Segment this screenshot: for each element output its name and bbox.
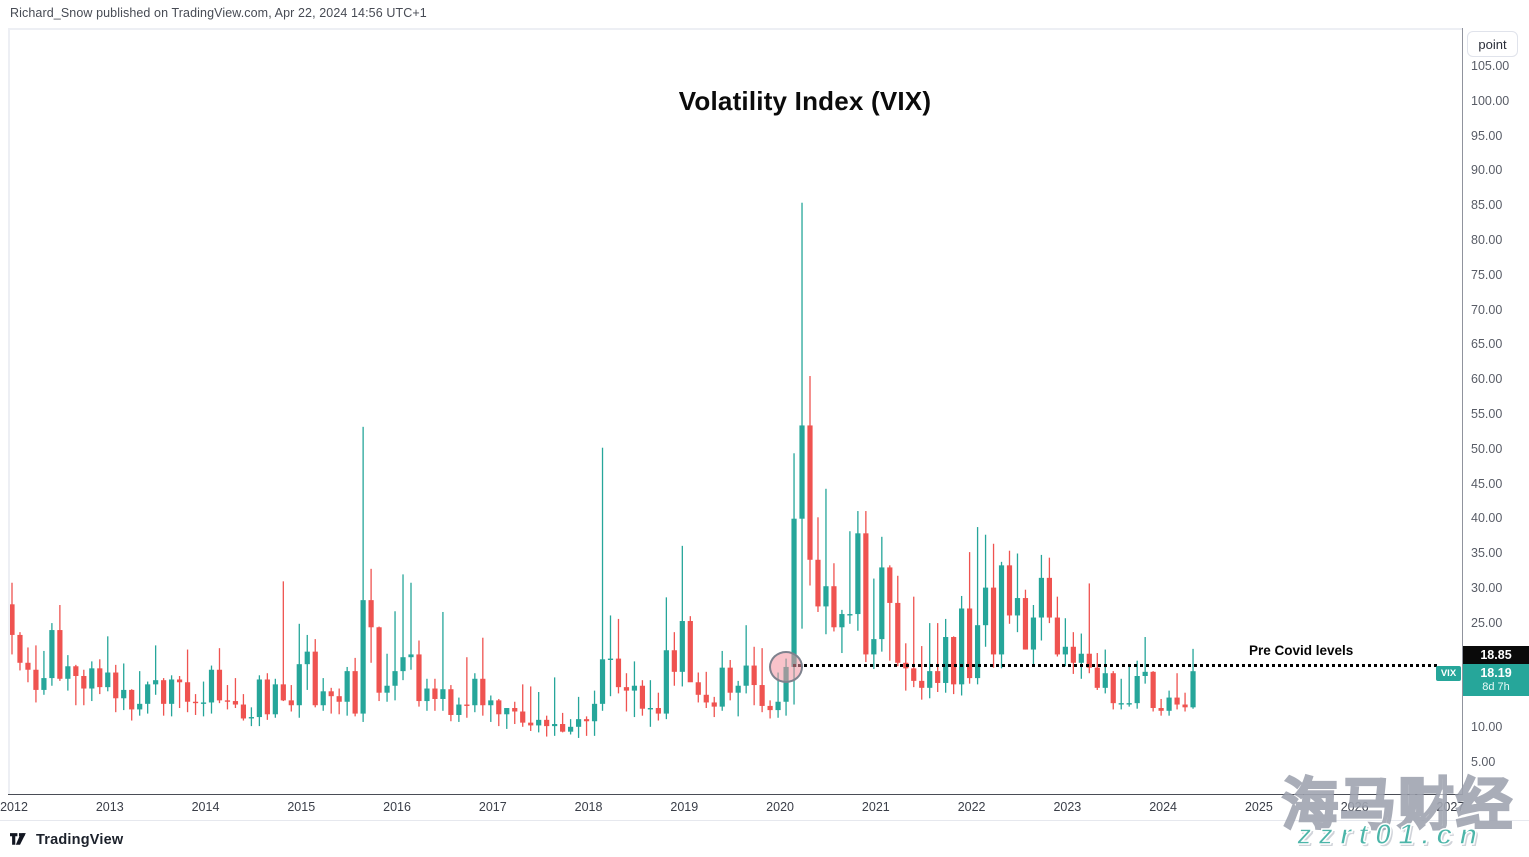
x-axis-tick-label: 2016 <box>383 800 411 814</box>
y-axis-tick-label: 100.00 <box>1471 93 1510 108</box>
y-axis-tick-label: 95.00 <box>1471 128 1503 143</box>
y-axis-tick-label: 30.00 <box>1471 581 1503 595</box>
pre-covid-dotted-line[interactable] <box>793 664 1437 667</box>
circle-highlight-annotation[interactable] <box>769 651 803 683</box>
y-axis-tick-label: 75.00 <box>1471 267 1503 282</box>
pre-covid-annotation-label: Pre Covid levels <box>1249 643 1354 658</box>
x-axis-tick-label: 2021 <box>861 800 890 814</box>
y-axis-tick-label: 60.00 <box>1471 372 1503 387</box>
x-axis-tick-label: 2012 <box>0 800 28 814</box>
attribution-text: Richard_Snow published on TradingView.co… <box>10 6 427 20</box>
tradingview-logo-icon <box>10 832 26 845</box>
watermark-chinese-text: 海马财经 <box>1281 772 1514 838</box>
x-axis-tick-label: 2020 <box>766 800 794 814</box>
price-axis-separator <box>1462 28 1463 820</box>
x-axis-tick-label: 2022 <box>957 800 986 814</box>
chart-title: Volatility Index (VIX) <box>678 86 932 116</box>
x-axis-tick-label: 2027 <box>1436 800 1465 814</box>
y-axis-tick-label: 35.00 <box>1471 546 1503 561</box>
y-axis-tick-label: 85.00 <box>1471 198 1503 213</box>
x-axis-tick-label: 2026 <box>1340 800 1369 814</box>
y-axis-tick-label: 50.00 <box>1471 441 1503 456</box>
time-axis-bottom-line <box>0 820 1529 821</box>
y-axis-tick-label: 105.00 <box>1471 59 1510 73</box>
time-axis-separator <box>8 794 1529 795</box>
x-axis-tick-label: 2019 <box>670 800 699 814</box>
x-axis-tick-label: 2023 <box>1053 800 1082 814</box>
y-axis-tick-label: 5.00 <box>1471 755 1496 769</box>
footer-branding[interactable]: TradingView <box>10 830 123 850</box>
price-axis[interactable]: 105.00 100.00 95.00 90.00 85.00 80.00 75.00 70.… <box>1463 28 1529 795</box>
chart-border-left <box>8 28 10 795</box>
price-unit-button[interactable]: point <box>1467 31 1518 57</box>
tradingview-logo-text: TradingView <box>36 832 124 848</box>
time-axis[interactable]: 2012 2013 2014 2015 2016 2017 2018 2019 2020 2021… <box>0 795 1529 820</box>
last-price-label: 18.19 8d 7h <box>1463 664 1529 696</box>
x-axis-tick-label: 2013 <box>95 800 124 814</box>
y-axis-tick-label: 70.00 <box>1471 302 1503 317</box>
symbol-tag: VIX <box>1436 666 1461 681</box>
bar-countdown: 8d 7h <box>1482 681 1510 693</box>
y-axis-tick-label: 90.00 <box>1471 163 1503 178</box>
y-axis-tick-label: 65.00 <box>1471 337 1503 352</box>
y-axis-tick-label: 45.00 <box>1471 476 1503 491</box>
x-axis-tick-label: 2025 <box>1244 800 1273 814</box>
y-axis-tick-label: 55.00 <box>1471 407 1503 421</box>
y-axis-tick-label: 80.00 <box>1471 233 1503 247</box>
x-axis-tick-label: 2018 <box>574 800 603 814</box>
x-axis-tick-label: 2015 <box>287 800 316 814</box>
chart-border-top <box>8 28 1462 30</box>
y-axis-tick-label: 25.00 <box>1471 615 1503 630</box>
x-axis-tick-label: 2024 <box>1149 800 1178 814</box>
y-axis-tick-label: 10.00 <box>1471 720 1503 735</box>
line-price-label: 18.85 <box>1463 646 1529 664</box>
watermark-url-text: zzrt01.cn <box>1296 818 1485 852</box>
x-axis-tick-label: 2017 <box>478 800 507 814</box>
x-axis-tick-label: 2014 <box>191 800 220 814</box>
last-price-value: 18.19 <box>1480 666 1512 680</box>
y-axis-tick-label: 40.00 <box>1471 511 1503 526</box>
